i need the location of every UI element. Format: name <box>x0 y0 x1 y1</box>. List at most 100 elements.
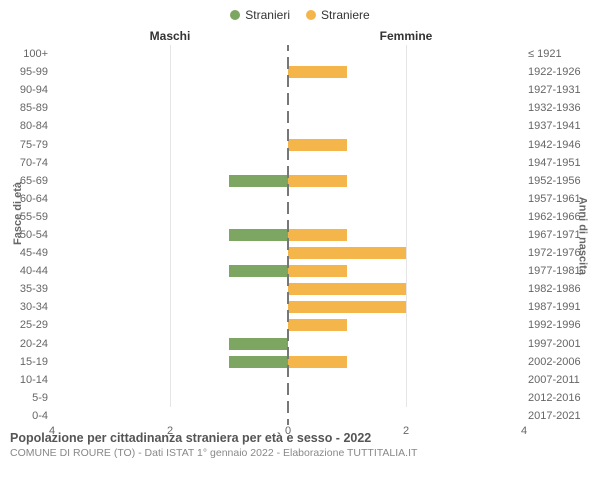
bar-female <box>288 66 347 78</box>
birth-year-label: 1982-1986 <box>524 283 590 295</box>
center-line <box>287 172 289 190</box>
bar-male <box>229 338 288 350</box>
age-row: 70-74 1947-1951 <box>10 154 590 172</box>
age-label: 0-4 <box>10 410 52 422</box>
birth-year-label: 1927-1931 <box>524 84 590 96</box>
bar-female <box>288 319 347 331</box>
birth-year-label: 2012-2016 <box>524 392 590 404</box>
legend-swatch <box>230 10 240 20</box>
bar-pair <box>52 135 524 153</box>
legend-swatch <box>306 10 316 20</box>
age-row: 85-89 1932-1936 <box>10 99 590 117</box>
age-row: 75-79 1942-1946 <box>10 135 590 153</box>
birth-year-label: 1952-1956 <box>524 175 590 187</box>
birth-year-label: 1932-1936 <box>524 102 590 114</box>
center-line <box>287 81 289 99</box>
bar-pair <box>52 262 524 280</box>
age-label: 70-74 <box>10 157 52 169</box>
center-line <box>287 63 289 81</box>
bar-pair <box>52 353 524 371</box>
bar-female <box>288 356 347 368</box>
center-line <box>287 99 289 117</box>
age-label: 75-79 <box>10 139 52 151</box>
bar-male <box>229 265 288 277</box>
age-row: 20-241997-2001 <box>10 335 590 353</box>
age-label: 15-19 <box>10 356 52 368</box>
birth-year-label: 2017-2021 <box>524 410 590 422</box>
age-row: 45-49 1972-1976 <box>10 244 590 262</box>
birth-year-label: 1992-1996 <box>524 319 590 331</box>
age-row: 30-341987-1991 <box>10 298 590 316</box>
age-row: 60-64 1957-1961 <box>10 190 590 208</box>
age-label: 55-59 <box>10 211 52 223</box>
age-label: 80-84 <box>10 120 52 132</box>
bar-pair <box>52 280 524 298</box>
bar-female <box>288 229 347 241</box>
age-label: 90-94 <box>10 84 52 96</box>
birth-year-label: 1962-1966 <box>524 211 590 223</box>
legend: Stranieri Straniere <box>10 8 590 23</box>
bar-pair <box>52 316 524 334</box>
birth-year-label: 1977-1981 <box>524 265 590 277</box>
center-line <box>287 335 289 353</box>
bar-female <box>288 283 406 295</box>
header-female: Femmine <box>288 29 524 43</box>
bar-pair <box>52 371 524 389</box>
birth-year-label: 1967-1971 <box>524 229 590 241</box>
age-label: 20-24 <box>10 338 52 350</box>
bar-pair <box>52 190 524 208</box>
age-row: 25-29 1992-1996 <box>10 316 590 334</box>
center-line <box>287 298 289 316</box>
age-row: 90-94 1927-1931 <box>10 81 590 99</box>
x-tick: 2 <box>403 425 409 437</box>
center-line <box>287 135 289 153</box>
x-tick: 4 <box>521 425 527 437</box>
header-male: Maschi <box>52 29 288 43</box>
bar-pair <box>52 45 524 63</box>
age-label: 45-49 <box>10 247 52 259</box>
age-label: 30-34 <box>10 301 52 313</box>
birth-year-label: 2002-2006 <box>524 356 590 368</box>
age-label: 25-29 <box>10 319 52 331</box>
birth-year-label: 2007-2011 <box>524 374 590 386</box>
center-line <box>287 262 289 280</box>
bar-pair <box>52 81 524 99</box>
birth-year-label: 1942-1946 <box>524 139 590 151</box>
bar-pair <box>52 407 524 425</box>
bar-pair <box>52 298 524 316</box>
age-row: 10-142007-2011 <box>10 371 590 389</box>
birth-year-label: 1937-1941 <box>524 120 590 132</box>
age-row: 5-92012-2016 <box>10 389 590 407</box>
center-line <box>287 316 289 334</box>
x-tick: 2 <box>167 425 173 437</box>
bar-female <box>288 265 347 277</box>
age-label: 65-69 <box>10 175 52 187</box>
chart-subtitle: COMUNE DI ROURE (TO) - Dati ISTAT 1° gen… <box>10 447 590 459</box>
bar-pair <box>52 389 524 407</box>
birth-year-label: 1922-1926 <box>524 66 590 78</box>
age-row: 95-991922-1926 <box>10 63 590 81</box>
legend-label: Straniere <box>321 8 370 22</box>
age-label: 60-64 <box>10 193 52 205</box>
rows-container: 100+≤ 192195-991922-192690-941927-193185… <box>10 45 590 425</box>
bar-female <box>288 139 347 151</box>
age-label: 85-89 <box>10 102 52 114</box>
bar-pair <box>52 208 524 226</box>
bar-male <box>229 175 288 187</box>
center-line <box>287 226 289 244</box>
age-row: 55-59 1962-1966 <box>10 208 590 226</box>
bar-male <box>229 356 288 368</box>
population-pyramid-chart: StranieriStraniere Maschi Femmine Fasce … <box>0 0 600 500</box>
x-axis: 42024 <box>52 425 524 441</box>
bar-pair <box>52 244 524 262</box>
age-row: 65-69 1952-1956 <box>10 172 590 190</box>
bar-female <box>288 247 406 259</box>
legend-label: Stranieri <box>245 8 290 22</box>
age-row: 40-441977-1981 <box>10 262 590 280</box>
x-tick: 0 <box>285 425 291 437</box>
birth-year-label: 1957-1961 <box>524 193 590 205</box>
center-line <box>287 389 289 407</box>
birth-year-label: 1947-1951 <box>524 157 590 169</box>
birth-year-label: 1972-1976 <box>524 247 590 259</box>
age-label: 50-54 <box>10 229 52 241</box>
